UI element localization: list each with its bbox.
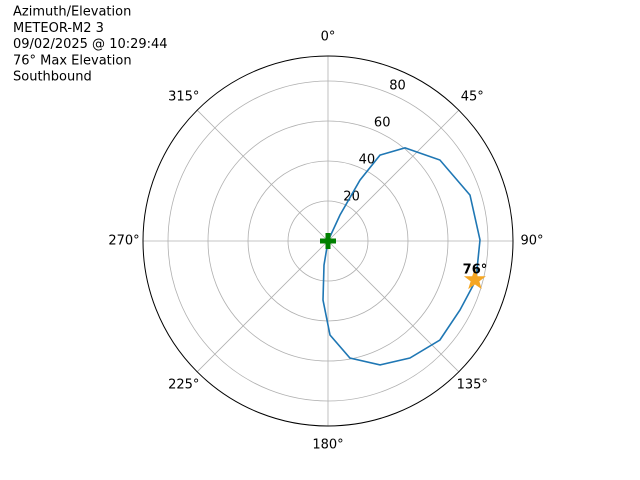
title-line: 76° Max Elevation <box>13 53 132 68</box>
title-line: Southbound <box>13 70 92 85</box>
theta-tick-label: 45° <box>461 89 484 104</box>
grid-circle <box>287 200 369 282</box>
start-marker <box>320 233 336 249</box>
theta-tick-label: 180° <box>312 438 343 453</box>
theta-tick-label: 225° <box>168 378 199 393</box>
theta-tick-label: 135° <box>457 378 488 393</box>
grid-spoke <box>327 109 460 242</box>
title-line: 09/02/2025 @ 10:29:44 <box>13 37 168 52</box>
theta-tick-label: 90° <box>520 234 543 249</box>
grid-circle <box>207 120 449 362</box>
title-line: METEOR-M2 3 <box>13 21 104 36</box>
theta-tick-label: 270° <box>108 234 139 249</box>
marker-label: 76° <box>463 262 488 277</box>
track-line <box>322 147 481 366</box>
theta-tick-label: 315° <box>168 89 199 104</box>
grid-circle <box>167 80 489 402</box>
grid-spoke <box>196 109 329 242</box>
theta-tick-label: 0° <box>321 30 336 45</box>
r-tick-label: 40 <box>359 153 376 168</box>
max-marker <box>463 268 486 290</box>
polar-frame <box>142 55 514 427</box>
r-tick-label: 80 <box>389 79 406 94</box>
title-line: Azimuth/Elevation <box>13 5 131 20</box>
grid-spoke <box>327 240 460 373</box>
r-tick-label: 60 <box>374 116 391 131</box>
r-tick-label: 20 <box>343 190 360 205</box>
grid-spoke <box>196 240 329 373</box>
